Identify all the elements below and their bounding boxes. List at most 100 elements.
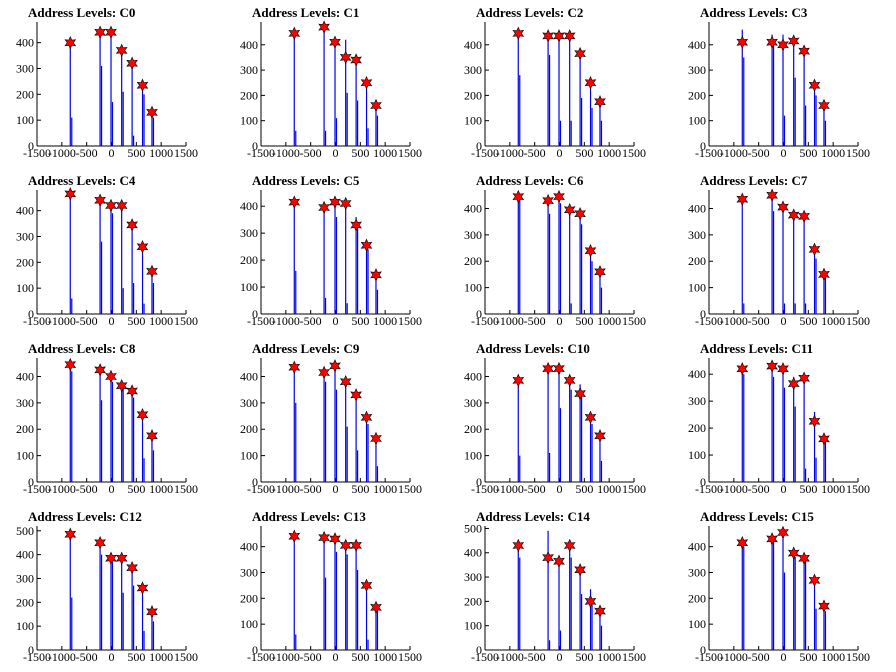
x-tick-label: -1500	[23, 650, 51, 664]
y-tick-label: 100	[16, 113, 34, 127]
histogram-bar	[323, 371, 325, 482]
histogram-bar	[293, 200, 295, 314]
y-tick-label: 300	[464, 63, 482, 77]
peak-marker	[350, 388, 362, 402]
chart-panel: Address Levels: C15 0 100 200 300 400 -1500 -10…	[672, 504, 896, 672]
histogram-bar	[335, 216, 338, 314]
chart-title: Address Levels: C10	[476, 341, 590, 356]
x-tick-label: 500	[575, 650, 593, 664]
histogram-bar	[547, 34, 549, 146]
x-tick-label: -1000	[496, 146, 524, 160]
histogram-bar	[824, 120, 827, 146]
histogram-bar	[355, 394, 357, 482]
peak-marker	[318, 365, 330, 380]
histogram-bar	[335, 389, 338, 482]
x-tick-label: -1000	[496, 314, 524, 328]
peak-marker	[105, 369, 117, 384]
histogram-bar	[375, 606, 377, 650]
chart-title: Address Levels: C0	[28, 5, 136, 20]
y-tick-label: 300	[464, 570, 482, 584]
histogram-bar	[589, 82, 592, 146]
histogram-bar	[803, 49, 805, 147]
x-tick-label: 1500	[174, 146, 198, 160]
histogram-bar	[71, 298, 73, 314]
histogram-bar	[122, 288, 124, 314]
histogram-bar	[346, 303, 348, 314]
peak-marker	[329, 532, 341, 546]
histogram-bar	[771, 195, 773, 314]
histogram-bar	[600, 287, 603, 314]
histogram-bar	[131, 223, 133, 314]
histogram-bar	[345, 203, 347, 314]
histogram-bar	[324, 577, 327, 650]
y-tick-label: 100	[16, 281, 34, 295]
x-tick-label: 0	[781, 482, 787, 496]
y-tick-label: 100	[240, 617, 258, 631]
y-tick-label: 200	[240, 591, 258, 605]
histogram-bar	[346, 426, 348, 482]
histogram-bar	[365, 82, 368, 146]
histogram-bar	[375, 437, 377, 482]
x-tick-label: 500	[799, 482, 817, 496]
histogram-bar	[99, 32, 101, 147]
histogram-bar	[323, 206, 325, 314]
histogram-bar	[815, 95, 817, 146]
x-tick-label: -1000	[272, 146, 300, 160]
peak-marker	[553, 29, 565, 43]
y-tick-label: 400	[240, 38, 258, 52]
histogram-bar	[569, 381, 571, 482]
peak-marker	[808, 78, 821, 93]
histogram-bar	[600, 625, 603, 650]
y-tick-label: 0	[28, 139, 34, 153]
histogram-bar	[151, 270, 153, 314]
chart-panel: Address Levels: C2 0 100 200 300 400 -1500 -100…	[448, 0, 672, 168]
peak-marker	[766, 35, 778, 49]
histogram-bar	[581, 594, 583, 650]
x-tick-label: 1000	[597, 482, 621, 496]
x-tick-label: -1500	[247, 314, 275, 328]
histogram-bar	[794, 303, 796, 314]
x-tick-label: 1500	[846, 650, 870, 664]
histogram-bar	[110, 554, 112, 650]
histogram-bar	[143, 458, 145, 482]
histogram-bar	[570, 120, 572, 146]
histogram-bar	[334, 536, 336, 650]
y-tick-label: 0	[476, 139, 482, 153]
histogram-bar	[517, 376, 519, 482]
peak-marker	[126, 560, 138, 575]
histogram-bar	[558, 560, 560, 650]
histogram-bar	[99, 371, 101, 482]
peak-marker	[339, 374, 352, 389]
histogram-bar	[100, 554, 103, 650]
x-tick-label: -500	[748, 650, 770, 664]
peak-marker	[329, 359, 341, 373]
histogram-bar	[71, 597, 73, 650]
peak-marker	[766, 359, 778, 373]
peak-marker	[542, 193, 554, 208]
x-tick-label: 1500	[622, 314, 646, 328]
histogram-bar	[559, 408, 562, 482]
chart-plot: 0 100 200 300 400 500 -1500-1000 -500 0 500 1000 15…	[464, 521, 646, 664]
histogram-bar	[579, 564, 581, 650]
histogram-bar	[334, 365, 336, 482]
x-tick-label: -1500	[695, 314, 723, 328]
y-tick-label: 0	[28, 307, 34, 321]
histogram-bar	[334, 200, 336, 314]
peak-marker	[798, 44, 810, 58]
peak-marker	[574, 386, 586, 401]
chart-plot: 0 100 200 300 400 -1500-1000 -500 0 500 1000 1500	[240, 358, 422, 496]
x-tick-label: -1500	[23, 314, 51, 328]
histogram-bar	[151, 611, 153, 650]
histogram-bar	[771, 34, 773, 146]
histogram-bar	[793, 39, 795, 146]
histogram-bar	[346, 554, 348, 650]
y-tick-label: 100	[240, 449, 258, 463]
histogram-bar	[367, 423, 369, 482]
histogram-bar	[143, 303, 145, 314]
chart-panel: Address Levels: C6 0 100 200 300 400 -1500 -100…	[448, 168, 672, 336]
x-tick-label: -1500	[471, 146, 499, 160]
histogram-bar	[133, 397, 135, 482]
chart-plot: 0 100 200 300 400 -1500-1000 -500 0 500 1000 1500	[16, 357, 198, 496]
peak-marker	[370, 268, 382, 282]
y-tick-label: 400	[240, 540, 258, 554]
